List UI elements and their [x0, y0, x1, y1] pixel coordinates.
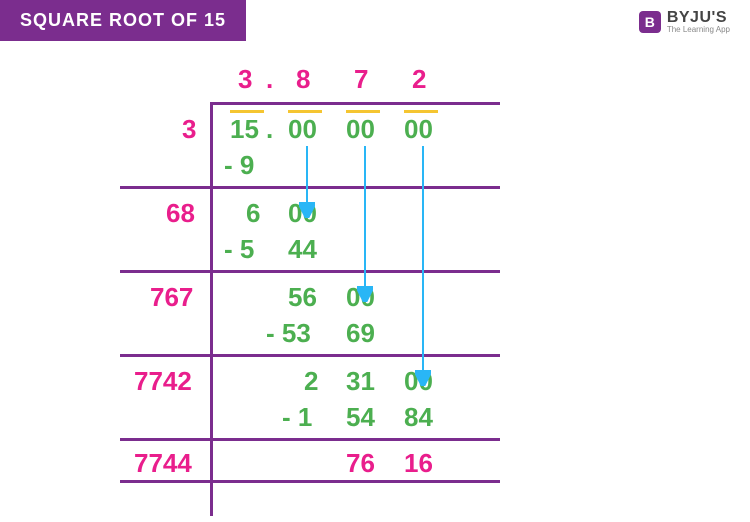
bring-down-arrow-1 — [120, 60, 520, 520]
logo-main: BYJU'S — [667, 10, 730, 26]
logo: B BYJU'S The Learning App — [639, 10, 730, 34]
header-title: SQUARE ROOT OF 15 — [0, 0, 246, 41]
logo-text: BYJU'S The Learning App — [667, 10, 730, 34]
logo-sub: The Learning App — [667, 26, 730, 34]
logo-badge-icon: B — [639, 11, 661, 33]
